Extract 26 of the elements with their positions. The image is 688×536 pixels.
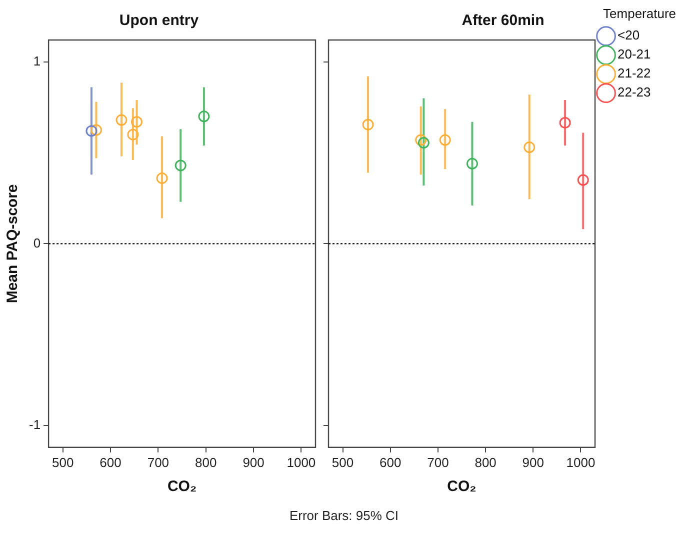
x-tick-label: 900 (242, 454, 264, 470)
legend-label: 22-23 (618, 84, 651, 100)
y-axis-title: Mean PAQ-score (4, 184, 22, 304)
x-axis-title: CO₂ (167, 478, 197, 496)
x-tick-label: 900 (522, 454, 544, 470)
y-tick-label: 1 (33, 53, 41, 68)
chart-title: After 60min (462, 12, 544, 30)
x-tick-label: 700 (147, 454, 170, 470)
x-tick-label: 700 (427, 454, 449, 470)
legend-label: 21-22 (618, 66, 651, 81)
x-tick-label: 500 (52, 454, 74, 470)
legend-label: <20 (618, 28, 640, 43)
x-tick-label: 800 (195, 454, 217, 470)
legend-title: Temperature (603, 6, 676, 22)
legend-label: 20-21 (618, 46, 651, 62)
x-tick-label: 1000 (286, 454, 316, 470)
chart-title: Upon entry (119, 12, 200, 30)
x-tick-label: 1000 (566, 454, 596, 470)
y-tick-label: -1 (28, 417, 41, 432)
x-tick-label: 600 (380, 454, 402, 470)
y-tick-label: 0 (33, 235, 41, 250)
text: Error Bars: 95% CI (288, 508, 400, 523)
x-tick-label: 800 (474, 454, 496, 470)
x-tick-label: 600 (100, 454, 122, 470)
x-tick-label: 500 (332, 454, 354, 470)
x-axis-title: CO₂ (447, 478, 476, 496)
